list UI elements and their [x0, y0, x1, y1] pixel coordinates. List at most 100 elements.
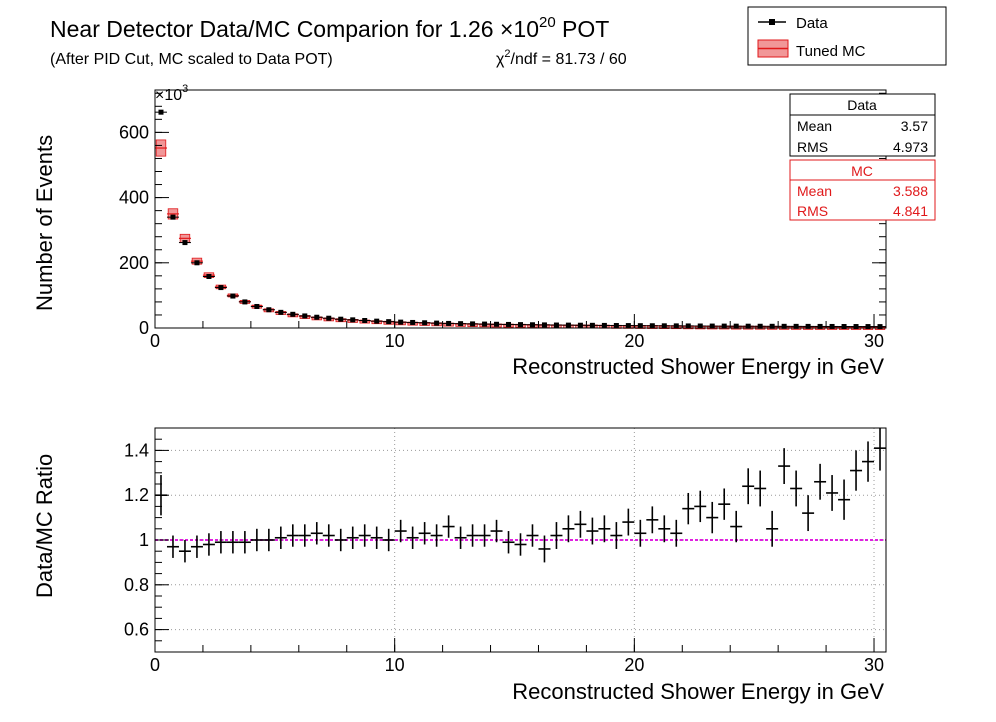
y-multiplier: ×103 [155, 83, 188, 104]
data-point [781, 323, 787, 329]
data-point [625, 323, 631, 329]
data-point [458, 321, 464, 327]
data-point [649, 323, 655, 329]
y-tick-label: 0.6 [124, 620, 149, 640]
data-point [877, 324, 883, 330]
bottom-panel: 0 10 20 30 0.6 0.8 1 1.2 1.4 Reconstructed Show… [32, 427, 887, 704]
y-tick-label: 1 [139, 530, 149, 550]
data-point [757, 323, 763, 329]
data-point [865, 324, 871, 330]
y-tick-label: 1.4 [124, 440, 149, 460]
data-point [470, 321, 476, 327]
data-point [805, 323, 811, 329]
data-point [553, 322, 559, 328]
data-point [565, 322, 571, 328]
data-point [278, 309, 284, 315]
top-panel: 0 10 20 30 0 200 400 600 ×103 Reconstructed Sh… [32, 83, 887, 379]
data-point [158, 109, 164, 115]
data-point [242, 299, 248, 305]
legend: Data Tuned MC [747, 6, 947, 66]
data-point [374, 318, 380, 324]
y-multiplier-exponent: 3 [182, 83, 188, 95]
data-point [577, 322, 583, 328]
data-point [206, 273, 212, 279]
data-point [290, 311, 296, 317]
data-point [422, 320, 428, 326]
x-tick-label: 10 [385, 655, 405, 675]
data-point [350, 317, 356, 323]
data-point [266, 307, 272, 313]
title-suffix: POT [556, 16, 610, 42]
data-point [613, 323, 619, 329]
top-data-points [155, 109, 886, 330]
data-point [386, 319, 392, 325]
top-x-axis-title: Reconstructed Shower Energy in GeV [512, 354, 884, 379]
data-point [254, 303, 260, 309]
data-point [589, 322, 595, 328]
data-point [506, 321, 512, 327]
data-point [685, 323, 691, 329]
data-stats-box: Data Mean 3.57 RMS 4.973 [789, 93, 936, 157]
data-stats-rms-value: 4.973 [893, 139, 928, 155]
data-point [709, 323, 715, 329]
top-mc-bands [155, 139, 886, 330]
x-tick-label: 20 [624, 655, 644, 675]
x-tick-label: 30 [864, 331, 884, 351]
y-multiplier-label: ×10 [155, 87, 182, 104]
top-y-axis-title: Number of Events [32, 135, 57, 311]
mc-stats-frame [789, 159, 936, 221]
data-point [314, 314, 320, 320]
data-point [170, 214, 176, 220]
data-point [817, 323, 823, 329]
top-plot-frame [154, 89, 887, 329]
y-tick-label: 0.8 [124, 575, 149, 595]
legend-box [747, 6, 947, 66]
data-point [673, 323, 679, 329]
y-tick-label: 0 [139, 318, 149, 338]
data-point [194, 260, 200, 266]
x-tick-label: 20 [624, 331, 644, 351]
data-stats-frame [789, 93, 936, 157]
data-point [494, 321, 500, 327]
mc-stats-box: MC Mean 3.588 RMS 4.841 [789, 159, 936, 221]
data-point [793, 323, 799, 329]
bottom-y-axis-title: Data/MC Ratio [32, 454, 57, 598]
data-stats-rms-label: RMS [797, 139, 828, 155]
chi2-power: 2 [504, 48, 510, 60]
x-tick-label: 10 [385, 331, 405, 351]
legend-data-marker [769, 19, 775, 25]
data-point [302, 313, 308, 319]
data-stats-mean-value: 3.57 [901, 118, 928, 134]
bottom-data-points [155, 428, 886, 563]
x-tick-label: 30 [864, 655, 884, 675]
legend-data-label: Data [796, 15, 828, 32]
data-point [745, 323, 751, 329]
title-prefix: Near Detector Data/MC Comparion for 1.26 [50, 16, 500, 42]
data-point [853, 324, 859, 330]
data-point [482, 321, 488, 327]
data-point [338, 316, 344, 322]
title-times: ×10 [500, 16, 539, 42]
data-point [398, 319, 404, 325]
data-point [601, 322, 607, 328]
mc-stats-rms-label: RMS [797, 203, 828, 219]
data-point [218, 285, 224, 291]
data-point [769, 323, 775, 329]
legend-mc-label: Tuned MC [796, 43, 866, 60]
bottom-x-axis-title: Reconstructed Shower Energy in GeV [512, 679, 884, 704]
page-title: Near Detector Data/MC Comparion for 1.26… [50, 14, 609, 42]
data-point [182, 240, 188, 246]
y-tick-label: 200 [119, 253, 149, 273]
data-point [721, 323, 727, 329]
data-point [529, 322, 535, 328]
data-stats-mean-label: Mean [797, 118, 832, 134]
data-point [541, 322, 547, 328]
x-tick-label: 0 [150, 655, 160, 675]
y-tick-label: 600 [119, 122, 149, 142]
chi2-symbol: χ [496, 51, 505, 68]
title-exponent: 20 [539, 14, 556, 31]
bottom-x-axis: 0 10 20 30 [150, 638, 884, 675]
data-point [841, 324, 847, 330]
mc-stats-mean-value: 3.588 [893, 183, 928, 199]
